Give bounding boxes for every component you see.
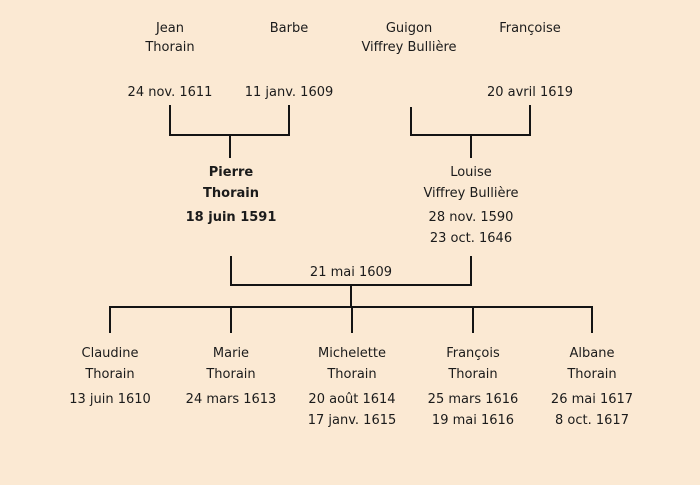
person-name-maternal-grandmother: Françoise — [450, 19, 610, 38]
person-name-line: Louise — [450, 165, 492, 180]
person-name-paternal-grandmother: Barbe — [209, 19, 369, 38]
person-name-line: Barbe — [269, 21, 309, 36]
person-date: 11 janv. 1609 — [244, 85, 334, 100]
connector-line — [230, 306, 232, 333]
person-name-line: Viffrey Bullière — [361, 40, 457, 55]
person-date: 19 mai 1616 — [431, 413, 515, 428]
person-name-child: Albane Thorain — [512, 343, 672, 385]
person-name-line: Thorain — [206, 367, 256, 382]
person-name-child: Claudine Thorain — [30, 343, 190, 385]
person-name-line: Marie — [212, 346, 250, 361]
person-name-line: Thorain — [85, 367, 135, 382]
person-name-line: Michelette — [317, 346, 386, 361]
person-name-line: Claudine — [81, 346, 139, 361]
person-date: 13 juin 1610 — [69, 392, 151, 407]
person-date: 18 juin 1591 — [185, 210, 277, 225]
person-date: 17 janv. 1615 — [307, 413, 397, 428]
connector-line — [470, 256, 472, 286]
person-name-line: Pierre — [208, 165, 254, 180]
person-date: 26 mai 1617 — [550, 392, 634, 407]
person-name-mother: Louise Viffrey Bullière — [391, 162, 551, 204]
person-date: 24 mars 1613 — [185, 392, 277, 407]
connector-line — [109, 306, 111, 333]
person-name-paternal-grandfather: Jean Thorain — [90, 19, 250, 57]
person-name-father: Pierre Thorain — [151, 162, 311, 204]
person-name-child: Marie Thorain — [151, 343, 311, 385]
person-name-line: Guigon — [385, 21, 433, 36]
connector-line — [350, 284, 352, 308]
person-name-line: Jean — [155, 21, 185, 36]
person-name-line: Viffrey Bullière — [423, 186, 519, 201]
connector-line — [529, 105, 531, 136]
person-name-maternal-grandfather: Guigon Viffrey Bullière — [329, 19, 489, 57]
person-date: 28 nov. 1590 — [428, 210, 514, 225]
connector-line — [169, 105, 171, 136]
person-name-line: Thorain — [448, 367, 498, 382]
connector-line — [470, 134, 472, 158]
person-name-line: François — [446, 346, 500, 361]
person-name-line: Thorain — [203, 186, 259, 201]
connector-line — [230, 256, 232, 286]
connector-line — [288, 105, 290, 136]
connector-line — [472, 306, 474, 333]
person-date: 24 nov. 1611 — [127, 85, 213, 100]
person-name-line: Albane — [569, 346, 615, 361]
person-name-line: Thorain — [567, 367, 617, 382]
connector-line — [410, 107, 412, 136]
person-date: 8 oct. 1617 — [555, 413, 629, 428]
person-name-line: Thorain — [327, 367, 377, 382]
marriage-date: 21 mai 1609 — [309, 265, 393, 280]
person-date: 23 oct. 1646 — [429, 231, 513, 246]
connector-line — [591, 306, 593, 333]
person-date: 25 mars 1616 — [427, 392, 519, 407]
person-date: 20 août 1614 — [308, 392, 396, 407]
person-date: 20 avril 1619 — [486, 85, 574, 100]
person-name-child: Michelette Thorain — [272, 343, 432, 385]
connector-line — [229, 134, 231, 158]
person-name-line: Françoise — [499, 21, 561, 36]
person-name-child: François Thorain — [393, 343, 553, 385]
connector-line — [351, 306, 353, 333]
person-name-line: Thorain — [145, 40, 195, 55]
